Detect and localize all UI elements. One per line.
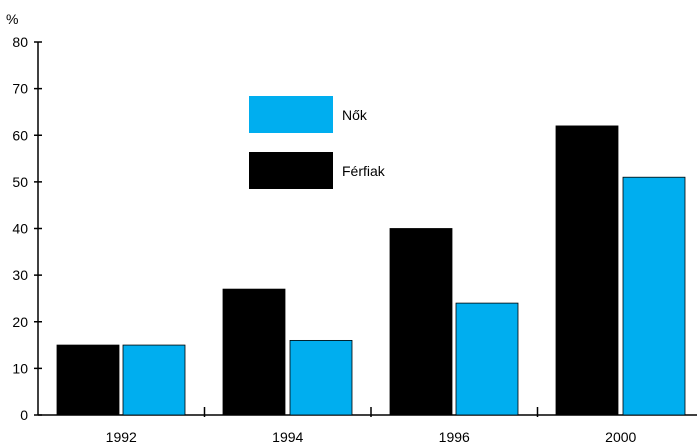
y-tick-label: 20 — [12, 314, 28, 330]
legend-label: Nők — [342, 107, 368, 123]
y-tick-label: 70 — [12, 81, 28, 97]
x-tick-label: 1996 — [439, 429, 470, 445]
y-tick-label: 30 — [12, 267, 28, 283]
legend: Nők Férfiak — [249, 96, 386, 189]
bar-f-rfiak-2000 — [555, 125, 619, 416]
bar-f-rfiak-1996 — [389, 228, 453, 416]
y-tick-label: 50 — [12, 174, 28, 190]
y-axis-unit-label: % — [6, 11, 18, 27]
bar-n-k-1992 — [122, 344, 186, 416]
x-tick-label: 1992 — [106, 429, 137, 445]
y-tick-label: 60 — [12, 127, 28, 143]
legend-swatch — [249, 96, 333, 133]
x-tick-label: 2000 — [605, 429, 636, 445]
bar-n-k-1996 — [455, 302, 519, 416]
bar-n-k-1994 — [289, 339, 353, 416]
legend-swatch — [249, 152, 333, 189]
y-tick-label: 10 — [12, 360, 28, 376]
bars — [56, 125, 686, 416]
y-tick-label: 40 — [12, 221, 28, 237]
y-axis: 0 10 20 30 40 50 60 70 80 — [12, 34, 42, 423]
y-tick-label: 0 — [20, 407, 28, 423]
bar-f-rfiak-1992 — [56, 344, 120, 416]
y-tick-label: 80 — [12, 34, 28, 50]
legend-label: Férfiak — [342, 163, 386, 179]
bar-f-rfiak-1994 — [222, 288, 286, 416]
x-tick-label: 1994 — [272, 429, 303, 445]
bar-n-k-2000 — [622, 176, 686, 416]
